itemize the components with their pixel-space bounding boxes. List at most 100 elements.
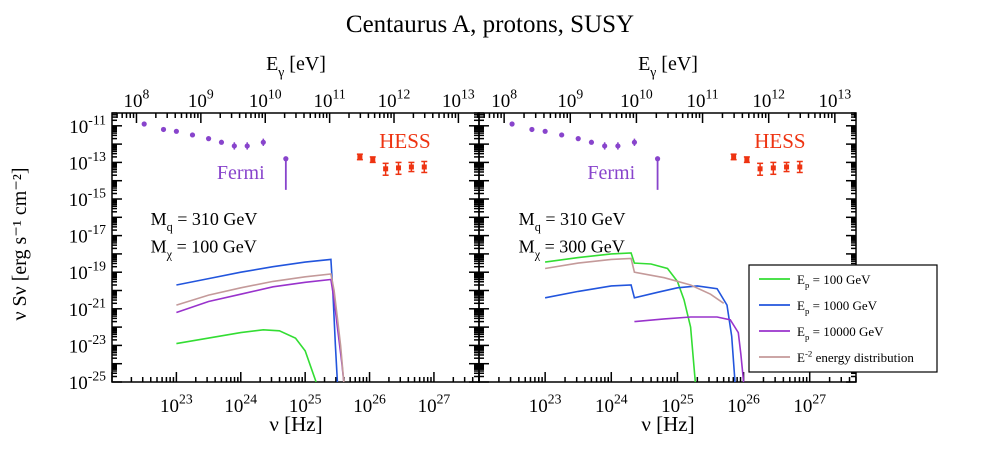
top-axis-label: Eγ [eV] <box>266 53 326 79</box>
legend-label: Ep = 1000 GeV <box>797 298 878 316</box>
hess-point <box>797 164 803 170</box>
series-line <box>544 257 725 304</box>
fermi-point <box>231 143 237 149</box>
fermi-label: Fermi <box>217 162 265 184</box>
model-curves <box>176 258 345 382</box>
hess-point <box>757 166 763 172</box>
bottom-tick-label: 1023 <box>160 391 193 417</box>
top-tick-label: 1010 <box>620 86 653 112</box>
fermi-point <box>615 143 621 149</box>
top-tick-label: 1012 <box>752 86 785 112</box>
fermi-point <box>173 128 179 134</box>
top-axis-label: Eγ [eV] <box>638 53 698 79</box>
bottom-axis-label: ν [Hz] <box>641 412 694 436</box>
fermi-point <box>588 139 595 145</box>
top-tick-label: 1012 <box>378 86 411 112</box>
y-tick-label: 10-13 <box>69 149 106 175</box>
top-ticks <box>116 113 479 123</box>
fermi-point <box>205 136 212 142</box>
fermi-points <box>141 121 289 190</box>
fermi-point <box>654 156 661 162</box>
fermi-point <box>602 143 608 149</box>
mass-annotation-q: Mq = 310 GeV <box>519 209 626 234</box>
fermi-point <box>260 139 266 145</box>
bottom-tick-label: 1027 <box>418 391 451 417</box>
legend-label: E-2 energy distribution <box>797 349 914 365</box>
fermi-point <box>141 121 147 127</box>
fermi-point <box>529 126 535 133</box>
y-tick-label: 10-17 <box>69 222 106 248</box>
bottom-tick-label: 1023 <box>529 391 562 417</box>
chart-title: Centaurus A, protons, SUSY <box>346 11 634 38</box>
y-tick-label: 10-19 <box>69 259 106 285</box>
fermi-points <box>509 121 661 190</box>
bottom-tick-label: 1024 <box>224 391 257 417</box>
hess-point <box>770 165 776 171</box>
top-tick-label: 109 <box>188 86 214 112</box>
bottom-axis-label-right: ν [Hz] <box>641 412 694 436</box>
hess-point <box>784 164 790 170</box>
bottom-tick-label: 1024 <box>595 391 628 417</box>
series-line <box>176 273 345 382</box>
hess-label: HESS <box>379 129 430 153</box>
fermi-point <box>189 132 196 138</box>
top-tick-label: 1013 <box>442 86 475 112</box>
hess-point <box>370 157 376 163</box>
legend: Ep = 100 GeV Ep = 1000 GeV Ep = 10000 GeV E… <box>748 264 938 373</box>
series-line <box>176 258 339 382</box>
bottom-axis-label: ν [Hz] <box>269 412 322 436</box>
mass-annotation-chi: Mχ = 300 GeV <box>519 237 625 262</box>
panel-right: 1023 1024 1025 1026 1027 108 109 1010 1011 1012 10… <box>478 86 857 417</box>
y-tick-label: 10-11 <box>69 112 106 138</box>
fermi-point <box>283 156 289 162</box>
bottom-ticks <box>111 372 480 382</box>
bottom-axis-label-left: ν [Hz] <box>269 412 322 436</box>
hess-point <box>421 164 427 170</box>
legend-label: Ep = 10000 GeV <box>797 324 884 342</box>
bottom-tick-label: 1025 <box>661 391 694 417</box>
hess-point <box>357 154 363 160</box>
legend-label: Ep = 100 GeV <box>797 272 871 290</box>
y-tick-label: 10-21 <box>69 295 106 321</box>
hess-point <box>731 154 737 160</box>
top-tick-label: 1013 <box>818 86 851 112</box>
y-tick-label: 10-23 <box>69 332 106 358</box>
fermi-point <box>509 121 515 127</box>
fermi-point <box>559 132 565 138</box>
hess-point <box>396 165 402 171</box>
fermi-label: Fermi <box>587 162 635 184</box>
top-tick-label: 1011 <box>686 86 718 112</box>
y-tick-label: 10-25 <box>69 368 106 394</box>
top-axis-label-left: Eγ [eV] <box>266 53 326 79</box>
y-axis-label: ν Sν [erg s⁻¹ cm⁻²] <box>9 167 31 320</box>
top-ticks <box>483 113 856 123</box>
y-ticks <box>112 112 479 383</box>
y-ticks <box>479 112 856 383</box>
fermi-point <box>542 128 548 134</box>
top-tick-label: 109 <box>557 86 583 112</box>
fermi-point <box>244 143 250 149</box>
bottom-tick-label: 1025 <box>289 391 322 417</box>
fermi-point <box>631 139 638 145</box>
fermi-point <box>160 126 167 133</box>
legend-box <box>748 264 938 373</box>
mass-annotation-q: Mq = 310 GeV <box>151 209 258 234</box>
top-axis-label-right: Eγ [eV] <box>638 53 698 79</box>
bottom-ticks <box>478 372 857 382</box>
hess-label: HESS <box>754 129 805 153</box>
panel-left: 1023 1024 1025 1026 1027 108 109 1010 1011 1012 10… <box>69 86 480 417</box>
y-axis-label-text: ν Sν [erg s⁻¹ cm⁻²] <box>9 167 31 320</box>
series-line <box>634 316 745 382</box>
top-tick-label: 1010 <box>249 86 282 112</box>
hess-point <box>408 164 414 170</box>
hess-points <box>730 153 803 176</box>
fermi-point <box>575 136 581 142</box>
hess-point <box>744 157 750 163</box>
y-tick-label: 10-15 <box>69 185 106 211</box>
series-line <box>176 328 317 382</box>
bottom-tick-label: 1027 <box>793 391 826 417</box>
model-curves <box>544 252 745 382</box>
series-line <box>176 278 345 382</box>
top-tick-label: 108 <box>124 86 150 112</box>
hess-points <box>356 153 428 176</box>
